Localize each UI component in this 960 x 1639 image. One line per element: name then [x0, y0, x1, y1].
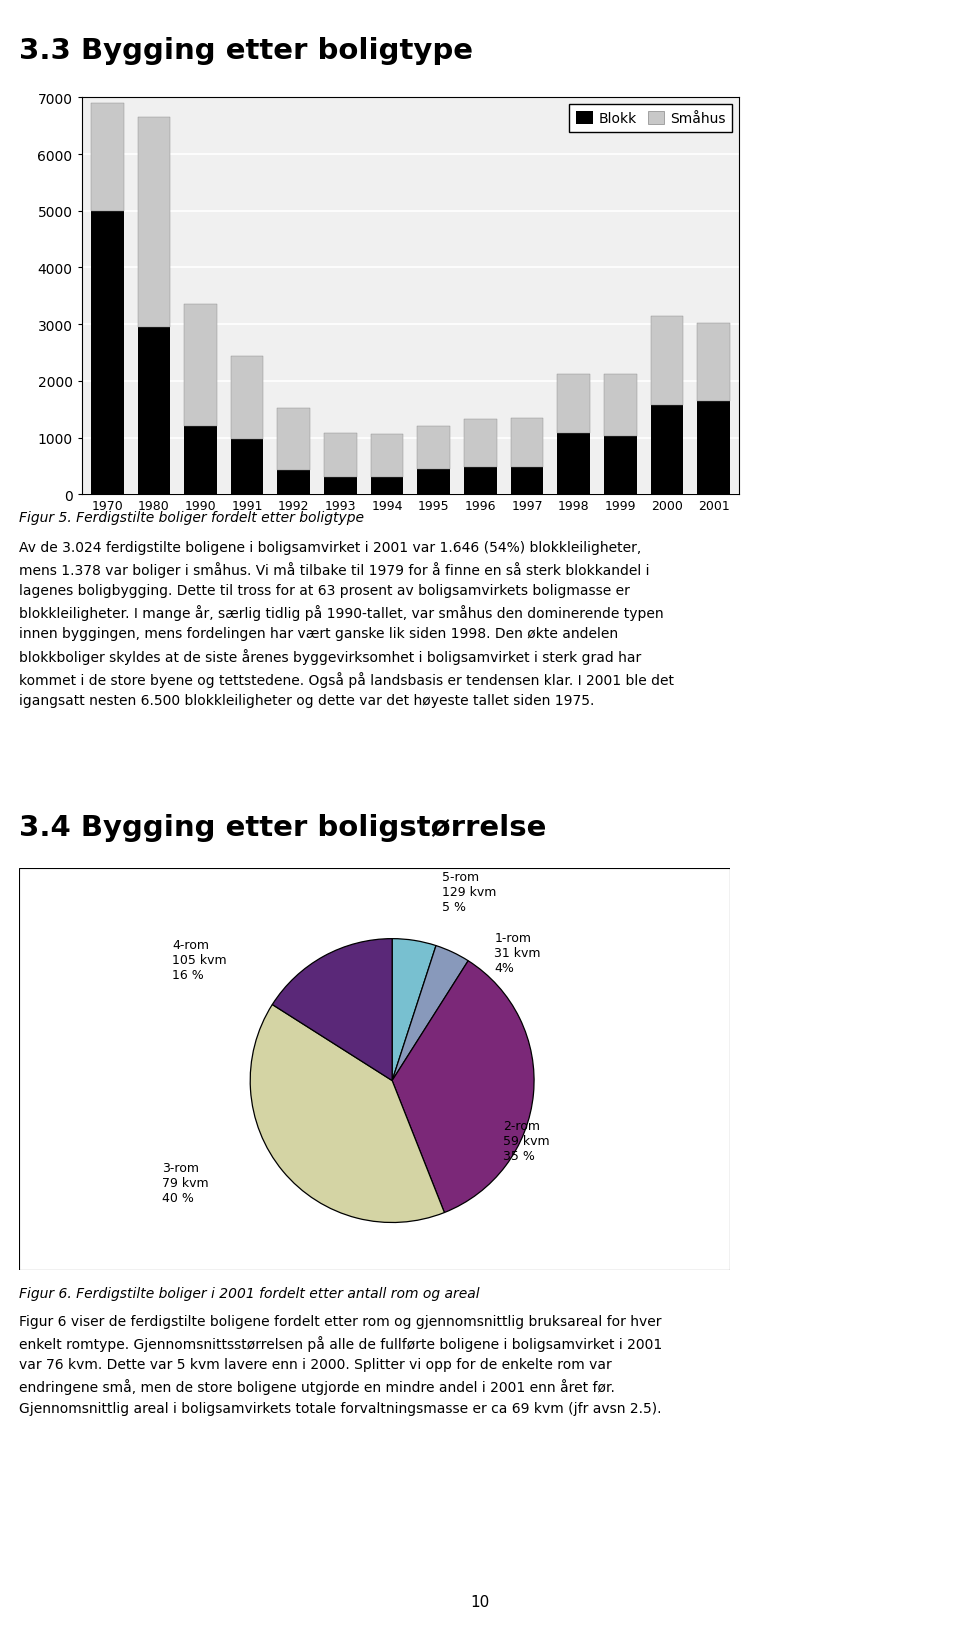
Text: 3-rom
79 kvm
40 %: 3-rom 79 kvm 40 % — [162, 1162, 209, 1205]
Bar — [651, 316, 684, 406]
Text: 10: 10 — [470, 1593, 490, 1609]
Bar — [184, 305, 217, 428]
Bar — [604, 438, 636, 495]
Text: 4-rom
105 kvm
16 %: 4-rom 105 kvm 16 % — [172, 939, 227, 982]
Bar — [558, 374, 590, 434]
Wedge shape — [273, 939, 392, 1080]
Wedge shape — [392, 946, 468, 1080]
Bar — [230, 439, 263, 495]
Bar — [511, 420, 543, 467]
Bar — [697, 325, 730, 402]
Bar — [137, 118, 170, 328]
Text: 5-rom
129 kvm
5 %: 5-rom 129 kvm 5 % — [442, 870, 496, 913]
Bar — [371, 477, 403, 495]
Text: 3.3 Bygging etter boligtype: 3.3 Bygging etter boligtype — [19, 36, 473, 66]
Bar — [137, 328, 170, 495]
Bar — [651, 406, 684, 495]
Bar — [464, 420, 496, 467]
Text: Av de 3.024 ferdigstilte boligene i boligsamvirket i 2001 var 1.646 (54%) blokkl: Av de 3.024 ferdigstilte boligene i boli… — [19, 541, 674, 706]
Bar — [230, 357, 263, 439]
Text: Figur 6 viser de ferdigstilte boligene fordelt etter rom og gjennomsnittlig bruk: Figur 6 viser de ferdigstilte boligene f… — [19, 1314, 662, 1414]
Bar — [511, 467, 543, 495]
Bar — [184, 428, 217, 495]
Bar — [324, 477, 357, 495]
Bar — [558, 434, 590, 495]
Bar — [371, 434, 403, 477]
Wedge shape — [392, 960, 534, 1213]
Text: Figur 6. Ferdigstilte boliger i 2001 fordelt etter antall rom og areal: Figur 6. Ferdigstilte boliger i 2001 for… — [19, 1287, 480, 1300]
Legend: Blokk, Småhus: Blokk, Småhus — [569, 105, 732, 133]
Bar — [91, 211, 124, 495]
Bar — [464, 467, 496, 495]
Bar — [697, 402, 730, 495]
Text: 1-rom
31 kvm
4%: 1-rom 31 kvm 4% — [494, 931, 540, 975]
Bar — [277, 408, 310, 470]
Wedge shape — [392, 939, 436, 1080]
Bar — [604, 375, 636, 438]
Bar — [418, 469, 450, 495]
Bar — [418, 426, 450, 469]
Text: 3.4 Bygging etter boligstørrelse: 3.4 Bygging etter boligstørrelse — [19, 813, 546, 842]
Bar — [277, 470, 310, 495]
Text: 2-rom
59 kvm
35 %: 2-rom 59 kvm 35 % — [503, 1119, 549, 1162]
Bar — [91, 103, 124, 211]
Bar — [324, 434, 357, 477]
Wedge shape — [251, 1005, 444, 1223]
Text: Figur 5. Ferdigstilte boliger fordelt etter boligtype: Figur 5. Ferdigstilte boliger fordelt et… — [19, 511, 364, 524]
